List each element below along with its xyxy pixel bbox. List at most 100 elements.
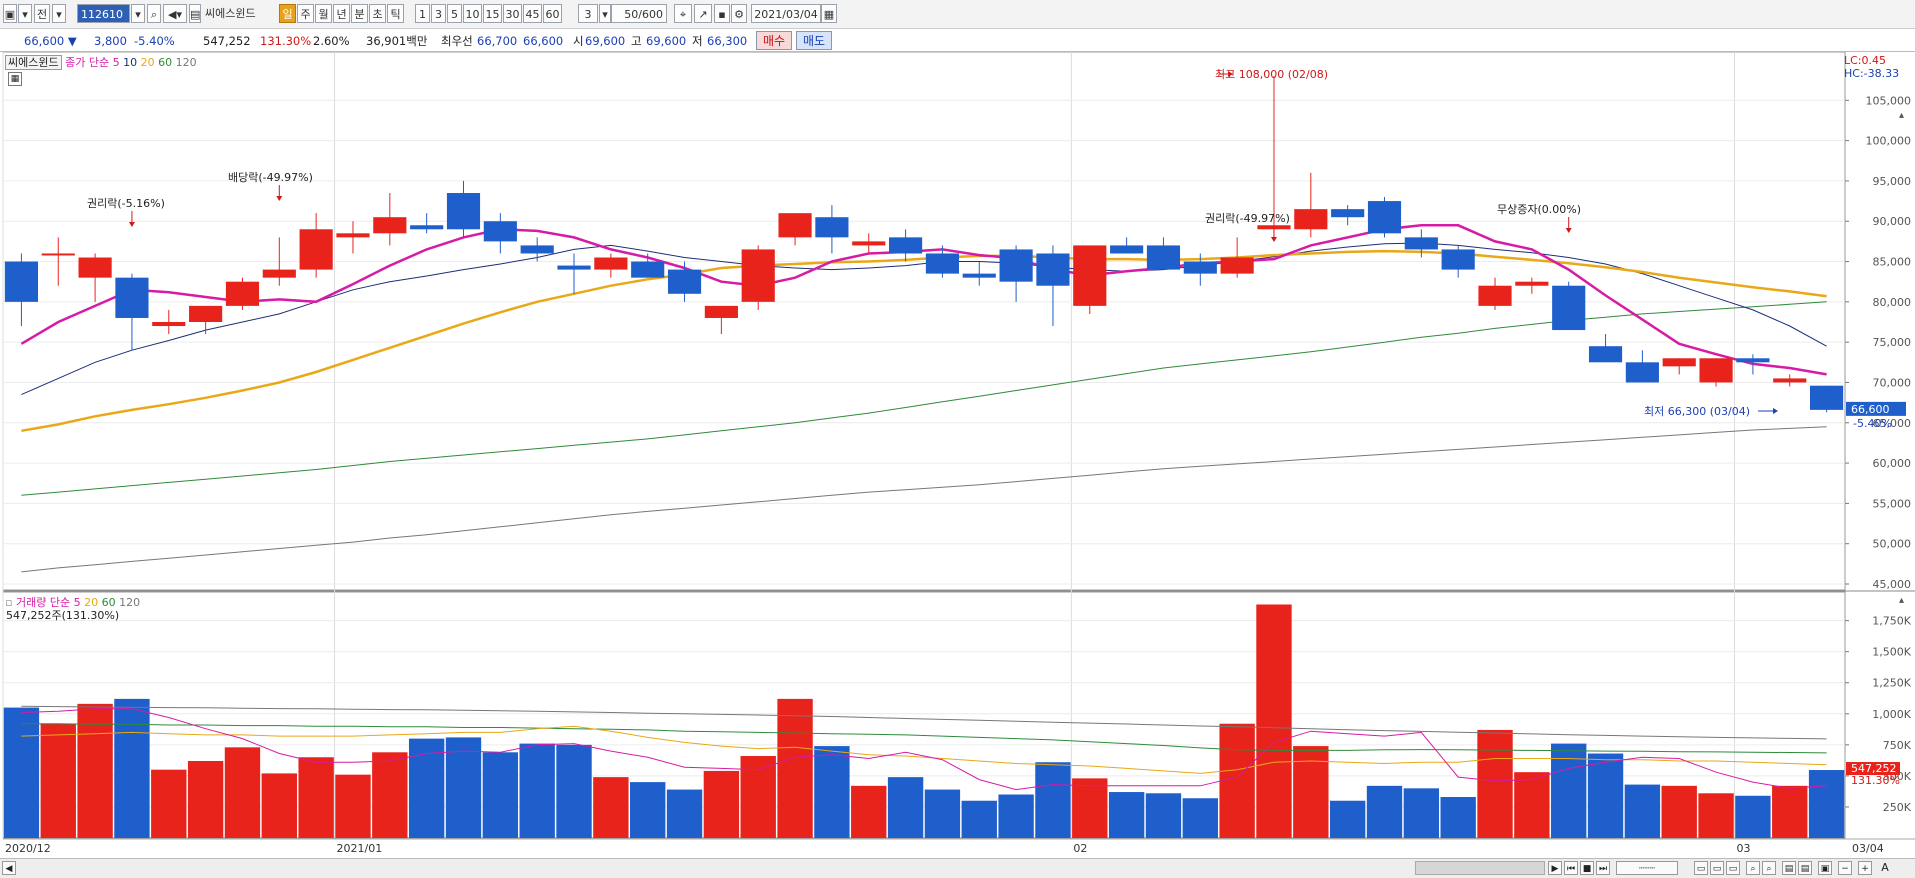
candle-body xyxy=(299,229,333,270)
dropdown-arrow-icon[interactable]: ▾ xyxy=(131,4,145,23)
price-tick-label: 75,000 xyxy=(1873,336,1912,349)
period-tab[interactable]: 년 xyxy=(333,4,350,23)
crosshair-icon[interactable]: ⌖ xyxy=(674,4,692,23)
minute-tab[interactable]: 60 xyxy=(543,4,562,23)
price-tick-label: 60,000 xyxy=(1873,457,1912,470)
period-tab[interactable]: 주 xyxy=(297,4,314,23)
candle-body xyxy=(1220,257,1254,274)
lc-value: LC:0.45 xyxy=(1844,54,1887,67)
trend-tool-icon[interactable]: ↗ xyxy=(694,4,712,23)
stock-group-icon[interactable]: ▤ xyxy=(189,4,201,23)
scroll-right-icon[interactable]: ▶ xyxy=(1548,861,1562,875)
layout-icon[interactable]: ▤ xyxy=(1798,861,1812,875)
price-tick-label: 85,000 xyxy=(1873,256,1912,269)
candle-body xyxy=(410,225,444,230)
window-icon[interactable]: ▣ xyxy=(3,4,17,23)
candle-body xyxy=(262,269,296,278)
dropdown-arrow-icon[interactable]: ▾ xyxy=(18,4,32,23)
period-tab[interactable]: 초 xyxy=(369,4,386,23)
legend-ma120: 120 xyxy=(175,56,197,69)
period-tab[interactable]: 틱 xyxy=(387,4,404,23)
candle-body xyxy=(925,253,959,274)
interval-input[interactable]: 3 xyxy=(578,4,598,23)
candle-body xyxy=(373,217,407,234)
period-tab[interactable]: 일 xyxy=(279,4,296,23)
first-page-icon[interactable]: ⏮ xyxy=(1564,861,1578,875)
calendar-icon[interactable]: ▦ xyxy=(821,4,837,23)
candle-body xyxy=(962,273,996,278)
view-icon[interactable]: ▣ xyxy=(1818,861,1832,875)
range-slider[interactable]: ┄┄┄ xyxy=(1616,861,1678,875)
period-tab[interactable]: 분 xyxy=(351,4,368,23)
layout-icon[interactable]: ▤ xyxy=(1782,861,1796,875)
minute-tab[interactable]: 45 xyxy=(523,4,542,23)
stock-code-input[interactable]: 112610 xyxy=(77,4,130,23)
scroll-left-icon[interactable]: ◀ xyxy=(2,861,16,875)
sell-button[interactable]: 매도 xyxy=(796,31,832,50)
volume-bar xyxy=(1661,785,1697,838)
candle-body xyxy=(78,257,112,278)
price-tick-label: 90,000 xyxy=(1873,215,1912,228)
minute-tab[interactable]: 3 xyxy=(431,4,446,23)
dropdown-arrow-icon[interactable]: ▾ xyxy=(599,4,611,23)
minute-tab[interactable]: 10 xyxy=(463,4,482,23)
date-input[interactable]: 2021/03/04 xyxy=(751,4,821,23)
dropdown-arrow-icon[interactable]: ▾ xyxy=(52,4,66,23)
ma5-line xyxy=(20,224,1827,376)
event-label: 무상증자(0.00%) xyxy=(1497,203,1581,216)
count-input[interactable]: 50/600 xyxy=(611,4,667,23)
candle-body xyxy=(225,281,260,306)
volume-bar xyxy=(335,774,371,838)
candle-body xyxy=(1331,209,1365,218)
scroll-thumb[interactable] xyxy=(1415,861,1545,875)
sound-icon[interactable]: ◀▾ xyxy=(163,4,187,23)
candle-body xyxy=(520,245,554,254)
layout-icon[interactable]: ▭ xyxy=(1694,861,1708,875)
chart-scrollbar[interactable]: ◀ ▶ ⏮ ■ ⏭ ┄┄┄ ▭ ▭ ▭ ⌕ ⌕ ▤ ▤ ▣ − + A xyxy=(0,858,1915,878)
zoom-icon[interactable]: ⌕ xyxy=(1762,861,1776,875)
zoom-out-icon[interactable]: − xyxy=(1838,861,1852,875)
type-selector[interactable]: 전 xyxy=(34,4,50,23)
table-toggle-icon[interactable]: ▦ xyxy=(8,72,22,86)
volume-bar xyxy=(1145,793,1182,838)
buy-button[interactable]: 매수 xyxy=(756,31,792,50)
vol-ma120-line xyxy=(21,705,1827,740)
period-tab[interactable]: 월 xyxy=(315,4,332,23)
event-arrow-head xyxy=(128,222,135,227)
candle-body xyxy=(1294,209,1328,230)
zoom-icon[interactable]: ⌕ xyxy=(1746,861,1760,875)
layout-icon[interactable]: ▭ xyxy=(1726,861,1740,875)
save-icon[interactable]: ▪ xyxy=(714,4,730,23)
layout-icon[interactable]: ▭ xyxy=(1710,861,1724,875)
minute-tab[interactable]: 1 xyxy=(415,4,430,23)
price-tick-label: 50,000 xyxy=(1873,538,1912,551)
candle-body xyxy=(1588,346,1623,363)
volume-bar xyxy=(1440,797,1476,838)
price-change: 3,800 xyxy=(94,34,127,48)
volume-tick-label: 1,250K xyxy=(1872,677,1911,690)
minute-tab[interactable]: 5 xyxy=(447,4,462,23)
candle-body xyxy=(1110,245,1144,254)
candle-body xyxy=(1073,245,1107,306)
zoom-in-icon[interactable]: + xyxy=(1858,861,1872,875)
best-bid: 66,600 xyxy=(523,34,564,48)
settings-icon[interactable]: ⚙ xyxy=(731,4,747,23)
volume-bar xyxy=(1587,753,1624,838)
minute-tab[interactable]: 30 xyxy=(503,4,522,23)
volume-bar xyxy=(887,777,924,838)
ma60-line xyxy=(21,301,1827,496)
candle-body xyxy=(594,257,628,270)
stop-icon[interactable]: ■ xyxy=(1580,861,1594,875)
font-size-icon[interactable]: A xyxy=(1881,861,1889,874)
search-icon[interactable]: ⌕ xyxy=(147,4,161,23)
volume-bar xyxy=(261,773,297,838)
price-tick-label: 65,000 xyxy=(1873,417,1912,430)
stock-chart[interactable]: 45,000 50,000 55,000 60,000 65,000 70,000 75,0… xyxy=(0,52,1915,858)
volume-bar xyxy=(630,782,666,838)
last-page-icon[interactable]: ⏭ xyxy=(1596,861,1610,875)
minute-tab[interactable]: 15 xyxy=(483,4,502,23)
volume-bar xyxy=(114,698,150,838)
volume-bar xyxy=(998,794,1034,838)
price-legend: 씨에스윈드 종가 단순 5 10 20 60 120 xyxy=(5,54,197,70)
price-tick-label: 105,000 xyxy=(1866,94,1912,107)
